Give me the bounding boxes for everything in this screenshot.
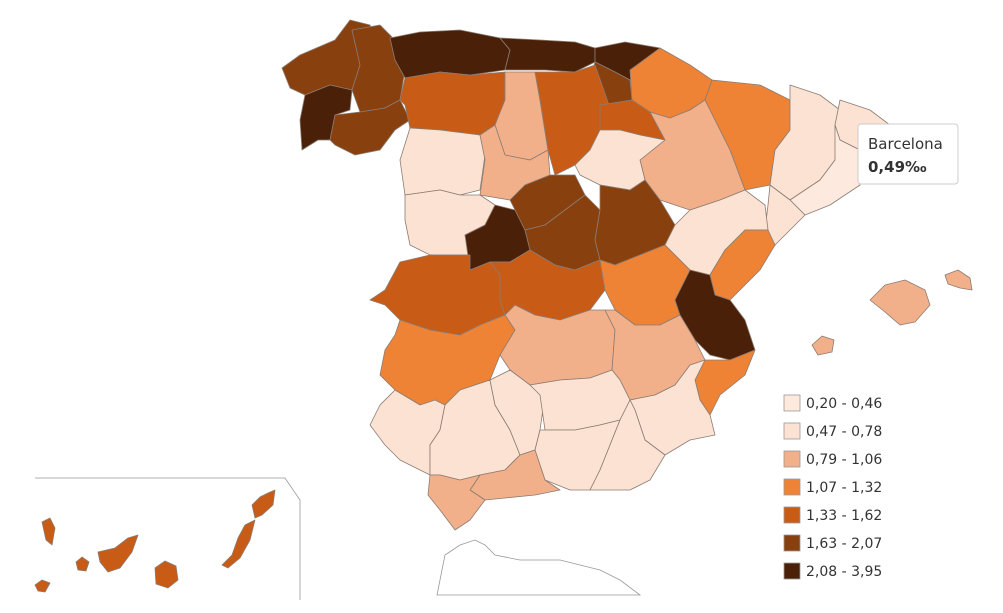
legend-label: 1,63 - 2,07 <box>806 536 882 552</box>
province[interactable] <box>251 489 276 519</box>
legend-label: 0,47 - 0,78 <box>806 424 882 440</box>
province[interactable] <box>709 229 776 301</box>
tooltip-name: Barcelona <box>868 135 943 153</box>
legend-label: 0,20 - 0,46 <box>806 396 882 412</box>
provinces <box>34 19 973 593</box>
province[interactable] <box>789 124 861 216</box>
province[interactable] <box>75 556 90 572</box>
legend-swatch <box>783 534 801 552</box>
province[interactable] <box>34 579 51 593</box>
tooltip-value: 0,49‰ <box>868 158 927 176</box>
province[interactable] <box>399 127 486 196</box>
legend-label: 0,79 - 1,06 <box>806 452 882 468</box>
province[interactable] <box>589 399 666 491</box>
province[interactable] <box>811 335 835 356</box>
province[interactable] <box>97 534 139 573</box>
africa-coast <box>436 539 642 596</box>
legend-label: 2,08 - 3,95 <box>806 564 882 580</box>
canarias-frame <box>35 477 301 600</box>
legend: 0,20 - 0,46 0,47 - 0,78 0,79 - 1,06 1,07 - … <box>783 394 882 580</box>
legend-swatch <box>783 394 801 412</box>
province[interactable] <box>154 560 179 589</box>
province[interactable] <box>41 517 56 546</box>
legend-swatch <box>783 422 801 440</box>
legend-swatch <box>783 478 801 496</box>
legend-swatch <box>783 562 801 580</box>
legend-swatch <box>783 450 801 468</box>
province[interactable] <box>221 519 256 569</box>
province[interactable] <box>427 474 486 531</box>
legend-label: 1,33 - 1,62 <box>806 508 882 524</box>
tooltip: Barcelona 0,49‰ <box>857 123 959 185</box>
province[interactable] <box>869 279 931 326</box>
province[interactable] <box>399 71 506 136</box>
tooltip-box <box>857 123 959 185</box>
province[interactable] <box>944 269 973 291</box>
province[interactable] <box>764 184 806 246</box>
legend-label: 1,07 - 1,32 <box>806 480 882 496</box>
province[interactable] <box>329 99 411 156</box>
province[interactable] <box>499 37 596 73</box>
legend-swatch <box>783 506 801 524</box>
province[interactable] <box>389 29 511 79</box>
